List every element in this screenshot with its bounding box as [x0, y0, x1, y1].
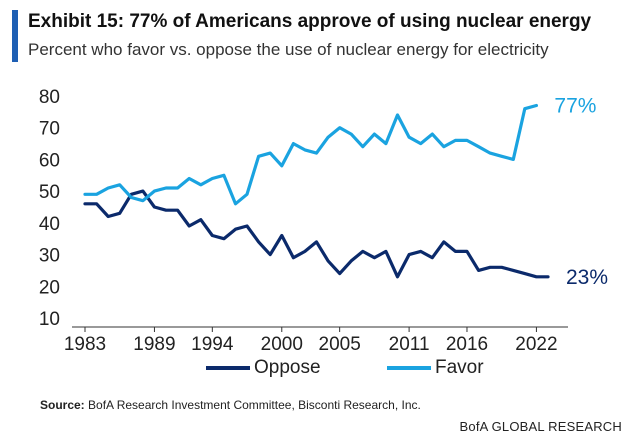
legend: Oppose Favor — [0, 357, 640, 381]
series-line-oppose — [83, 189, 550, 279]
series-line-favor — [83, 103, 539, 206]
x-tick-label: 2005 — [319, 334, 361, 355]
y-tick-label: 80 — [39, 87, 60, 108]
x-tick-label: 2000 — [261, 334, 303, 355]
legend-item-oppose: Oppose — [206, 357, 321, 379]
legend-label-oppose: Oppose — [254, 357, 321, 378]
chart-subtitle: Percent who favor vs. oppose the use of … — [28, 40, 549, 59]
y-tick-label: 50 — [39, 182, 60, 203]
x-tick-label: 2016 — [446, 334, 488, 355]
end-label-favor: 77% — [554, 95, 596, 118]
y-tick-label: 40 — [39, 214, 60, 235]
legend-swatch-oppose — [206, 366, 250, 370]
y-axis: 10 20 30 40 50 60 70 80 — [39, 87, 60, 330]
source-text: BofA Research Investment Committee, Bisc… — [88, 398, 421, 412]
series-layer — [83, 103, 550, 279]
legend-swatch-favor — [387, 366, 431, 370]
x-axis: 1983 1989 1994 2000 2005 2011 2016 2022 — [64, 327, 558, 355]
legend-label-favor: Favor — [435, 357, 484, 378]
x-tick-label: 1994 — [191, 334, 234, 355]
y-tick-label: 10 — [39, 309, 60, 330]
y-tick-label: 60 — [39, 150, 60, 171]
x-tick-label: 1989 — [133, 334, 175, 355]
line-chart: 10 20 30 40 50 60 70 80 1983 1989 1994 2000 2005 201… — [39, 87, 608, 355]
y-tick-label: 30 — [39, 246, 60, 267]
source-label: Source: — [40, 398, 85, 412]
y-tick-label: 20 — [39, 277, 60, 298]
x-tick-label: 1983 — [64, 334, 106, 355]
legend-item-favor: Favor — [387, 357, 484, 379]
title-accent-bar — [12, 10, 18, 62]
brand-footer: BofA GLOBAL RESEARCH — [459, 419, 622, 434]
y-tick-label: 70 — [39, 119, 60, 140]
x-tick-label: 2022 — [515, 334, 557, 355]
chart-title: Exhibit 15: 77% of Americans approve of … — [28, 11, 592, 32]
end-labels: 23% 77% — [554, 95, 608, 289]
x-tick-label: 2011 — [389, 334, 430, 355]
end-label-oppose: 23% — [566, 266, 608, 289]
source-note: Source: BofA Research Investment Committ… — [40, 398, 421, 412]
